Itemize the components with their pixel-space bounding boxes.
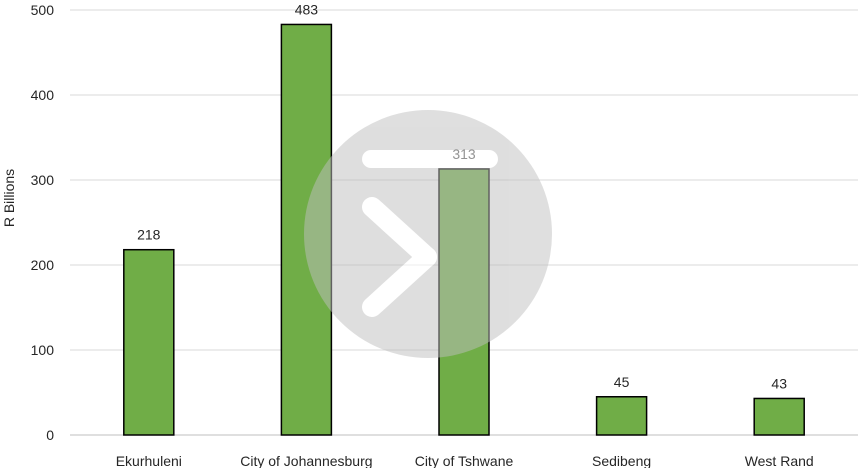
bar-0 [123,248,175,436]
y-tick-label: 200 [31,257,55,273]
data-label: 483 [295,1,319,17]
y-tick-label: 500 [31,2,55,18]
category-label: Sedibeng [592,453,651,468]
watermark-logo-icon [304,110,552,358]
category-label: City of Tshwane [415,453,514,468]
y-tick-label: 0 [46,427,54,443]
y-axis-ticks: 0 100 200 300 400 500 [31,2,55,443]
bar-4 [753,397,805,436]
category-label: West Rand [745,453,814,468]
y-axis-title: R Billions [1,169,17,227]
x-axis-labels: Ekurhuleni City of Johannesburg City of Ts… [116,453,814,468]
y-tick-label: 400 [31,87,55,103]
category-label: City of Johannesburg [240,453,372,468]
y-tick-label: 300 [31,172,55,188]
data-label: 218 [137,227,161,243]
category-label: Ekurhuleni [116,453,182,468]
data-label: 43 [771,375,787,391]
bar-3 [595,396,648,436]
y-tick-label: 100 [31,342,55,358]
data-label: 45 [614,374,630,390]
